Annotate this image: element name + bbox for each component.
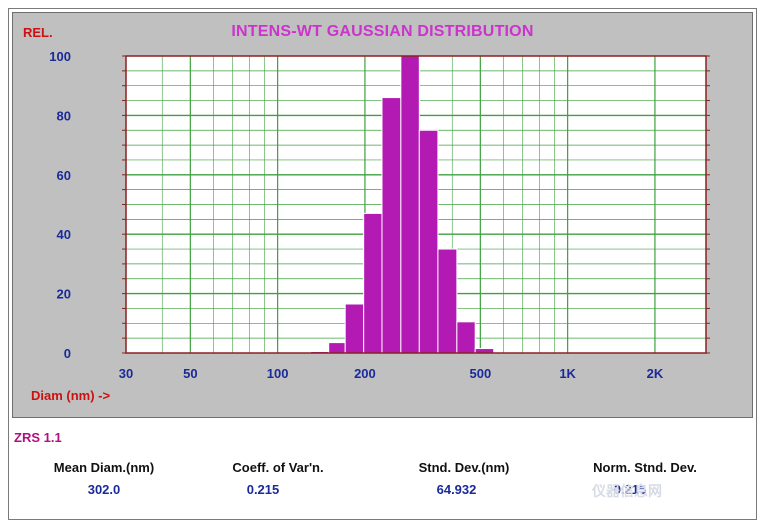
histogram-bar — [363, 212, 383, 354]
program-version: ZRS 1.1 — [14, 430, 62, 445]
coeff-var-value: 0.215 — [246, 482, 280, 497]
histogram-bar — [456, 321, 476, 354]
plot-panel: REL. INTENS-WT GAUSSIAN DISTRIBUTION 0 20… — [12, 12, 753, 418]
y-tick-label: 100 — [49, 49, 71, 64]
x-tick-label: 100 — [267, 366, 289, 381]
histogram-bar — [400, 55, 420, 354]
y-tick-label: 20 — [57, 287, 71, 302]
x-tick-label: 2K — [647, 366, 664, 381]
norm-std-dev-label: Norm. Stnd. Dev. — [593, 460, 697, 475]
x-axis-label: Diam (nm) -> — [31, 388, 111, 403]
chart-title: INTENS-WT GAUSSIAN DISTRIBUTION — [231, 23, 534, 40]
y-tick-label: 40 — [57, 227, 71, 242]
histogram-bar — [418, 129, 439, 354]
x-tick-label: 1K — [559, 366, 576, 381]
histogram-bar — [344, 303, 365, 354]
std-dev-value: 64.932 — [436, 482, 477, 497]
x-tick-label: 50 — [183, 366, 197, 381]
std-dev-label: Stnd. Dev.(nm) — [418, 460, 510, 475]
mean-diam-label: Mean Diam.(nm) — [53, 460, 155, 475]
x-tick-label: 200 — [354, 366, 376, 381]
y-tick-label: 0 — [64, 346, 71, 361]
y-tick-label: 80 — [57, 108, 71, 123]
y-tick-label: 60 — [57, 168, 71, 183]
y-axis-label: REL. — [23, 25, 53, 40]
histogram-bar — [437, 248, 458, 354]
site-watermark: 仪器信息网 — [592, 483, 662, 499]
x-tick-label: 30 — [119, 366, 133, 381]
histogram-bar — [381, 97, 402, 354]
x-tick-label: 500 — [469, 366, 491, 381]
histogram-bar — [328, 342, 346, 354]
norm-std-dev-value: 0.215 — [613, 482, 647, 497]
histogram-chart: 0 20 40 60 80 100 30 50 100 200 500 1K 2K — [49, 49, 710, 381]
mean-diam-value: 302.0 — [87, 482, 121, 497]
coeff-var-label: Coeff. of Var'n. — [232, 460, 324, 475]
